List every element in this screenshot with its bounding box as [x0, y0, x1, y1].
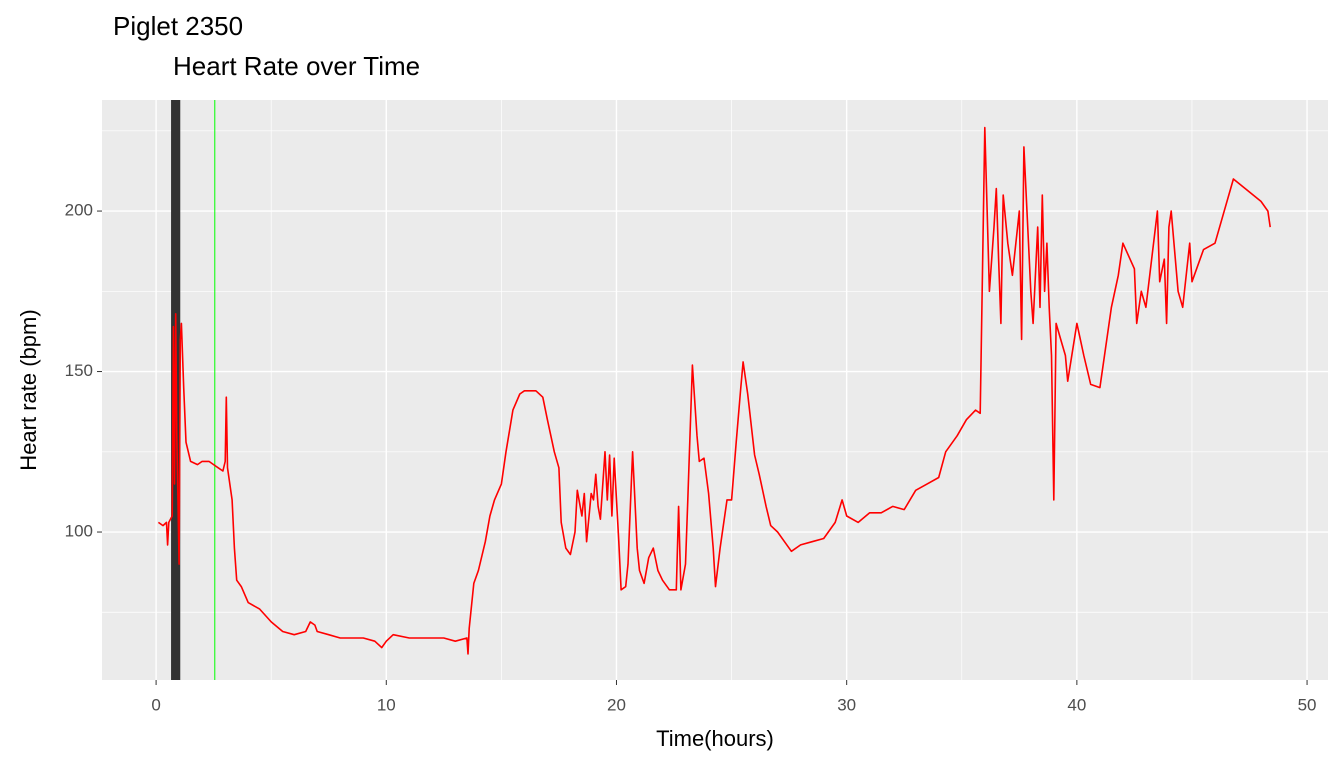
y-tick-label: 150: [65, 361, 93, 380]
y-axis-title: Heart rate (bpm): [16, 309, 41, 470]
x-tick-label: 0: [151, 695, 160, 714]
plot-panel: [102, 100, 1328, 680]
x-axis-title: Time(hours): [656, 726, 774, 751]
heart-rate-line: [157, 126, 1271, 655]
chart-subtitle: Heart Rate over Time: [173, 51, 420, 81]
x-tick-label: 20: [607, 695, 626, 714]
x-tick-label: 40: [1067, 695, 1086, 714]
x-tick-label: 30: [837, 695, 856, 714]
chart-title: Piglet 2350: [113, 11, 243, 41]
x-tick-label: 50: [1298, 695, 1317, 714]
y-tick-label: 100: [65, 522, 93, 541]
x-tick-label: 10: [377, 695, 396, 714]
y-tick-label: 200: [65, 201, 93, 220]
